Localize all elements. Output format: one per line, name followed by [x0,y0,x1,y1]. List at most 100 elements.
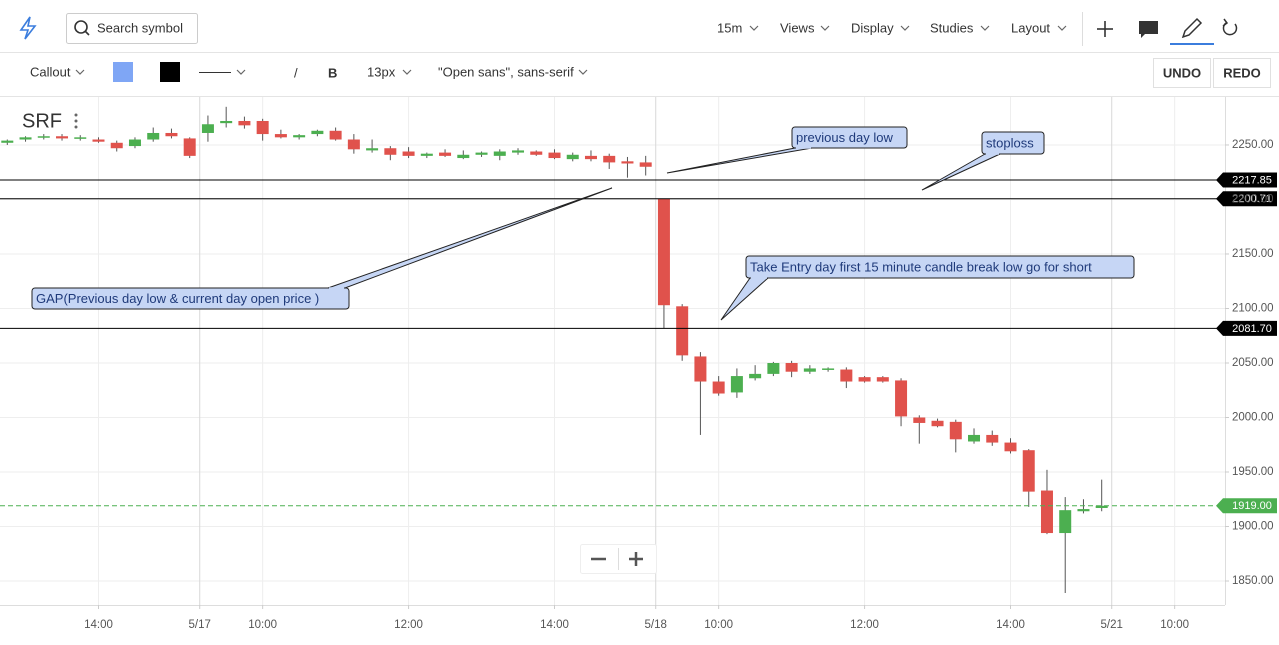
callout-box [745,255,1135,279]
candle-body [548,152,561,159]
candle-body [913,417,926,423]
candle-body [512,150,525,153]
candle-body [694,356,707,382]
price-tag [1216,191,1277,207]
x-tick-label: 12:00 [850,619,879,631]
grid [0,97,1229,609]
candle-body [128,139,141,147]
undo-button[interactable] [1153,58,1211,88]
callout-text: Take Entry day first 15 minute candle br… [750,259,1092,274]
price-tag-label: 2081.70 [1232,323,1272,335]
y-tick-label: 2150.00 [1232,248,1274,260]
callout-box [981,131,1045,155]
font-size[interactable]: 13px [367,64,396,79]
candle-body [183,138,196,156]
chevrons [75,25,1067,75]
y-tick-label: 1900.00 [1232,521,1274,533]
candle-body [475,152,488,155]
price-tag-label: 1919.00 [1232,500,1272,512]
candle-body [785,362,798,372]
y-tick-label: 1850.00 [1232,575,1274,587]
candle-body [74,137,87,139]
y-tick-label: 2000.00 [1232,412,1274,424]
candle-body [293,135,306,138]
redo-button[interactable] [1213,58,1271,88]
line-tool[interactable]: / [294,65,298,80]
candle-body [712,381,725,394]
candle-body [822,368,835,370]
drawing-toolbar: Callout / B 13px "Open sans", sans-serif… [30,58,1271,88]
candle-body [584,155,597,160]
price-tag-label: 2217.85 [1232,174,1272,186]
candle-body [493,151,506,156]
zoom-in[interactable] [629,552,643,566]
candle-body [858,377,871,382]
candle-body [603,155,616,163]
candle-body [420,153,433,156]
symbol-menu[interactable] [74,113,78,129]
callout: stoploss [921,131,1045,191]
x-tick-label: 5/17 [189,619,211,631]
candle-body [730,376,743,393]
candle-body [1077,509,1090,512]
x-tick-label: 14:00 [540,619,569,631]
candle-body [366,148,379,151]
search-box[interactable] [66,13,198,44]
interval-menu[interactable]: 15m [717,20,742,35]
draw-icon[interactable] [1181,17,1203,39]
font-family[interactable]: "Open sans", sans-serif [438,64,574,79]
y-tick-label: 2200.00 [1232,194,1274,206]
zoom-controls [580,544,657,574]
callout: Take Entry day first 15 minute candle br… [720,255,1135,321]
candle-body [767,362,780,374]
candle-body [56,136,69,139]
candle-body [220,120,233,124]
tool-select[interactable]: Callout [30,64,71,79]
candle-body [201,124,214,133]
candle-body [329,130,342,140]
candle-body [110,142,123,149]
callout: GAP(Previous day low & current day open … [31,187,613,310]
callout: previous day low [666,126,908,174]
candle-body [895,380,908,417]
candle-body [238,120,251,126]
candle-body [1022,450,1035,492]
x-tick-label: 10:00 [248,619,277,631]
line-color[interactable] [160,62,180,82]
y-tick-label: 2100.00 [1232,303,1274,315]
y-tick-label: 1950.00 [1232,466,1274,478]
callout-text: GAP(Previous day low & current day open … [36,291,319,306]
x-tick-label: 12:00 [394,619,423,631]
overlay: 2217.85 2200.71 2081.70 1919.00 previous day… [31,126,1277,514]
x-tick-label: 5/18 [645,619,667,631]
candle-body [749,373,762,379]
price-tag [1216,172,1277,188]
crosshair-icon[interactable] [1097,21,1113,37]
x-tick-label: 10:00 [704,619,733,631]
candle-body [311,130,324,135]
candle-body [256,120,269,135]
candle-body [1004,442,1017,452]
undo-label[interactable]: UNDO [1163,65,1201,80]
x-tick-label: 10:00 [1160,619,1189,631]
callout-box [31,287,350,310]
candle-body [1,140,14,143]
candle-body [37,136,50,138]
display-menu[interactable]: Display [851,20,894,35]
views-menu[interactable]: Views [780,20,815,35]
symbol-label: SRF [22,110,62,132]
logo-icon[interactable] [19,16,37,40]
fill-color[interactable] [113,62,133,82]
studies-menu[interactable]: Studies [930,20,974,35]
candle-body [274,134,287,138]
redo-label[interactable]: REDO [1223,65,1261,80]
search-placeholder[interactable]: Search symbol [97,20,183,35]
candle-body [457,154,470,159]
bold-button[interactable]: B [328,65,337,80]
plot [0,106,1225,594]
callout-text: stoploss [986,135,1034,150]
comment-icon[interactable] [1139,21,1158,38]
layout-menu[interactable]: Layout [1011,20,1050,35]
